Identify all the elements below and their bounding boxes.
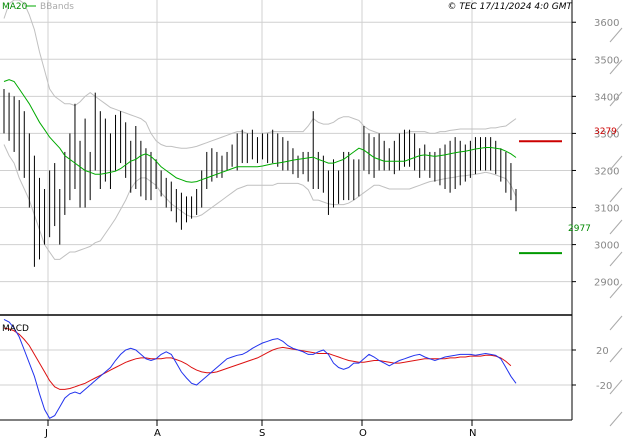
month-label: J <box>44 428 48 439</box>
macd-signal-line <box>3 327 512 390</box>
edge-mark <box>609 283 623 299</box>
ma20-line <box>3 79 517 183</box>
price-bars <box>3 88 517 267</box>
price-tick-label: 3100 <box>594 204 619 215</box>
edge-mark <box>609 187 623 203</box>
edge-mark <box>609 251 623 267</box>
bb-lower-line <box>3 144 517 260</box>
month-label: O <box>359 428 367 439</box>
price-tick-label: 3300 <box>594 129 619 140</box>
price-levels <box>519 140 562 255</box>
price-tick-label: 3500 <box>594 55 619 66</box>
edge-mark <box>609 411 623 427</box>
edge-mark <box>609 91 623 107</box>
price-tick-label: 3000 <box>594 241 619 252</box>
macd-line <box>3 318 517 419</box>
price-tick-label: 3600 <box>594 18 619 29</box>
macd-panel <box>3 318 517 419</box>
macd-tick-label: -20 <box>596 381 612 392</box>
month-label: N <box>469 428 476 439</box>
edge-mark <box>609 155 623 171</box>
edge-mark <box>609 59 623 75</box>
ma20-path <box>3 79 517 183</box>
grid <box>0 0 572 420</box>
edge-mark <box>609 123 623 139</box>
edge-mark <box>609 219 623 235</box>
macd-tick-label: 20 <box>596 346 609 357</box>
edge-mark <box>609 347 623 363</box>
edge-mark <box>609 379 623 395</box>
bbands-label: BBands <box>40 2 74 12</box>
price-tick-label: 2900 <box>594 278 619 289</box>
edge-mark <box>609 315 623 331</box>
month-label: A <box>154 428 161 439</box>
ma-label: MA20 <box>2 2 28 12</box>
edge-mark <box>609 27 623 43</box>
price-tick-label: 3400 <box>594 92 619 103</box>
bollinger-bands <box>3 0 517 260</box>
support-label: 2977 <box>568 224 591 234</box>
month-label: S <box>259 428 265 439</box>
price-tick-label: 3200 <box>594 166 619 177</box>
bb-upper-line <box>3 0 517 149</box>
macd-title: MACD <box>2 324 29 334</box>
copyright: © TEC 17/11/2024 4:0 GMT <box>447 2 573 12</box>
resistance-label: 3279 <box>594 127 617 137</box>
